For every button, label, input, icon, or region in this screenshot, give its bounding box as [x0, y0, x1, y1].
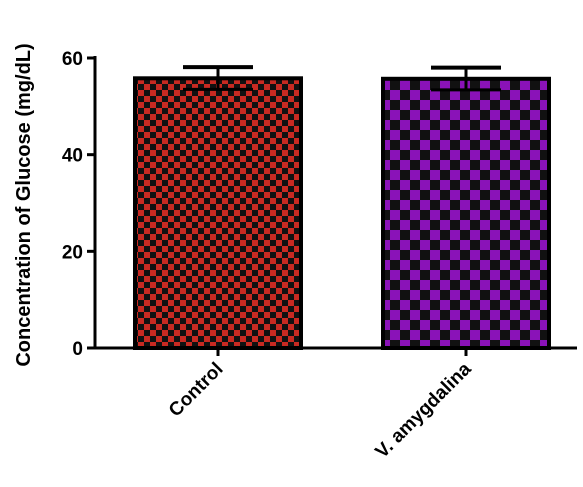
y-tick-label: 60 [62, 49, 83, 70]
axes [93, 56, 577, 350]
y-tick-label: 40 [62, 146, 83, 167]
x-tick-label: Control [165, 359, 228, 422]
bar-control [133, 76, 303, 351]
y-ticks: 0 20 40 60 [62, 49, 95, 360]
bars [133, 65, 551, 351]
y-tick-label: 0 [72, 339, 83, 360]
y-axis-title: Concentration of Glucose (mg/dL) [13, 43, 35, 366]
y-tick-label: 20 [62, 242, 83, 263]
x-tick-label: V. amygdalina [372, 358, 476, 462]
error-bar [431, 65, 501, 92]
error-bar [183, 65, 253, 91]
bar-v-amygdalina [381, 76, 551, 351]
category-labels: Control V. amygdalina [165, 348, 476, 463]
